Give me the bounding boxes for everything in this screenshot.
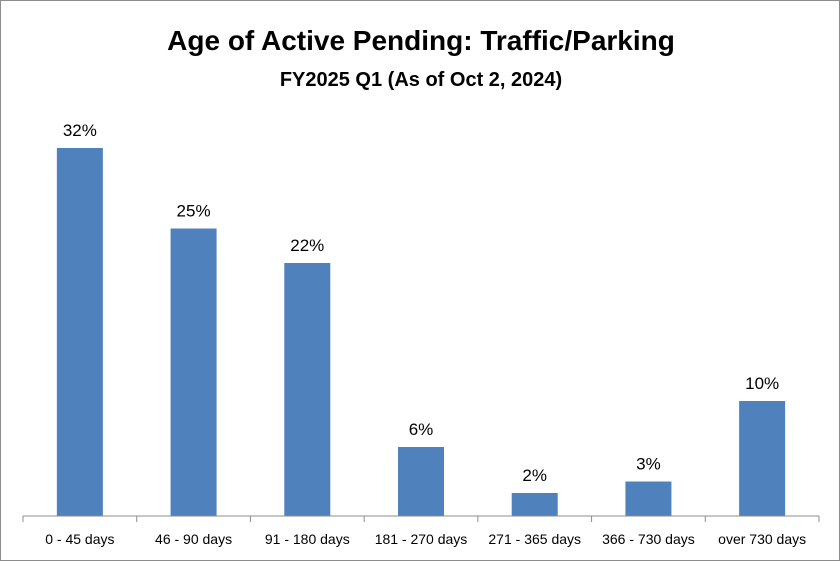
x-axis-ticks: [22, 516, 820, 522]
bar-3: [284, 263, 331, 516]
chart-subtitle: FY2025 Q1 (As of Oct 2, 2024): [280, 69, 562, 91]
bar-2: [170, 228, 217, 516]
bars-group: [56, 148, 786, 516]
x-tick-label-5: 271 - 365 days: [488, 531, 581, 547]
data-labels: 32% 25% 22% 6% 2% 3% 10%: [63, 121, 779, 485]
x-tick-label-1: 0 - 45 days: [45, 531, 114, 547]
bar-5: [511, 493, 558, 516]
x-tick-label-6: 366 - 730 days: [602, 531, 695, 547]
data-label-6: 3%: [636, 455, 661, 474]
bar-4: [398, 447, 444, 516]
data-label-4: 6%: [409, 420, 434, 439]
bar-6: [625, 481, 672, 516]
data-label-2: 25%: [177, 202, 211, 221]
bar-1: [56, 148, 103, 516]
x-tick-label-7: over 730 days: [718, 531, 806, 547]
x-axis-tick-labels: 0 - 45 days 46 - 90 days 91 - 180 days 181 …: [45, 531, 806, 547]
data-label-3: 22%: [290, 236, 324, 255]
data-label-5: 2%: [522, 466, 547, 485]
x-tick-label-2: 46 - 90 days: [155, 531, 232, 547]
x-tick-label-4: 181 - 270 days: [375, 531, 468, 547]
chart-title: Age of Active Pending: Traffic/Parking: [167, 25, 675, 56]
data-label-1: 32%: [63, 121, 97, 140]
data-label-7: 10%: [745, 374, 779, 393]
x-tick-label-3: 91 - 180 days: [265, 531, 350, 547]
bar-7: [739, 401, 786, 516]
